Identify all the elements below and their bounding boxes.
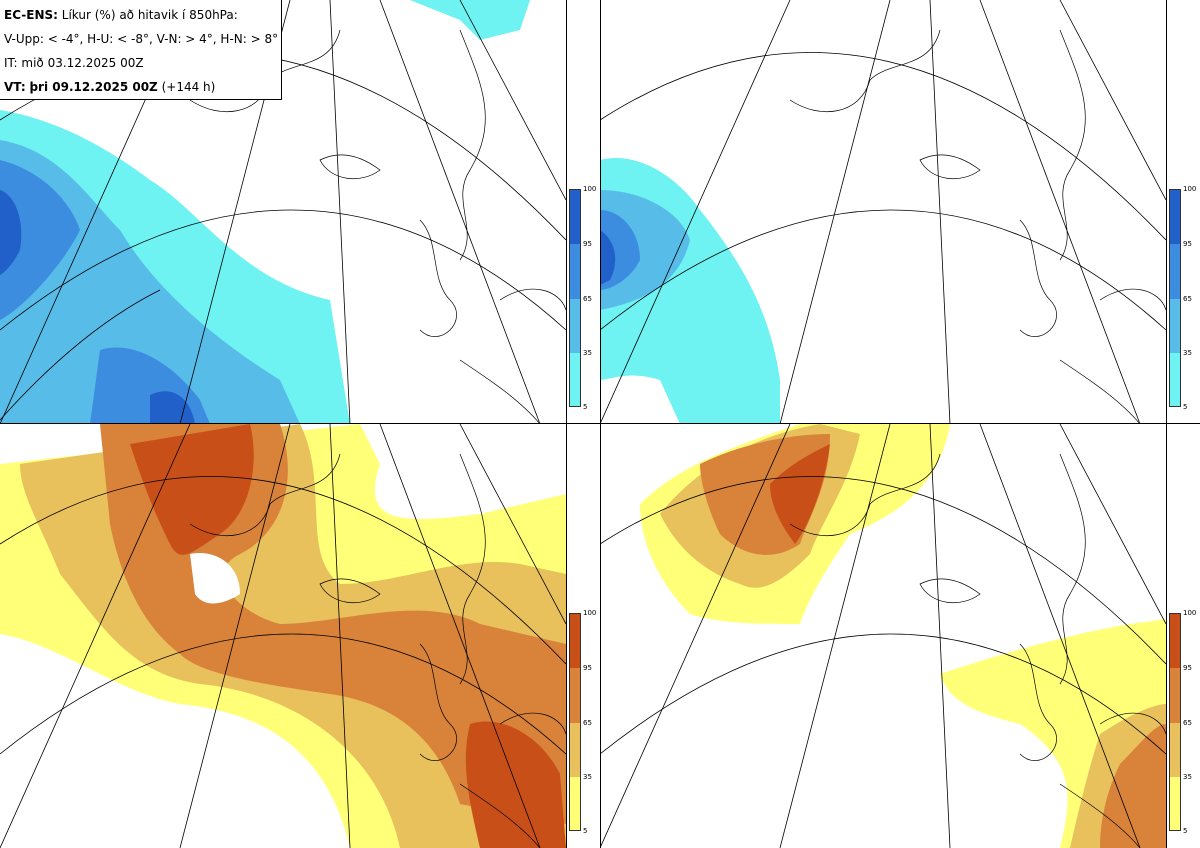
divider-left <box>566 0 567 848</box>
tick-5: 5 <box>583 827 588 835</box>
prob-region-65-europe <box>1100 724 1166 848</box>
tick-100: 100 <box>583 185 597 193</box>
map-panel-lower-left <box>0 424 566 848</box>
prob-region-95 <box>770 444 830 544</box>
graticule <box>600 424 1166 848</box>
initial-time: IT: mið 03.12.2025 00Z <box>4 56 144 70</box>
colorbar-cold-left <box>569 189 581 407</box>
map-upper-right <box>600 0 1166 424</box>
prob-region-95b <box>150 391 195 424</box>
tick-35: 35 <box>1183 773 1192 781</box>
tick-5: 5 <box>1183 827 1188 835</box>
product-label: EC-ENS: <box>4 8 58 22</box>
map-panel-upper-right <box>600 0 1166 424</box>
colorbar-frame <box>569 189 581 407</box>
colorbar-seg-5-35 <box>569 777 581 831</box>
tick-5: 5 <box>1183 403 1188 411</box>
tick-65: 65 <box>1183 295 1192 303</box>
valid-time-row: VT: þri 09.12.2025 00Z (+144 h) <box>4 75 277 99</box>
divider-right <box>600 0 601 848</box>
divider-far-right <box>1166 0 1167 848</box>
colorbar-warm-right <box>1169 613 1181 831</box>
map-lower-left <box>0 424 566 848</box>
tick-35: 35 <box>583 349 592 357</box>
colorbar-seg-95-100 <box>1169 613 1181 668</box>
prob-region-35 <box>0 140 300 424</box>
colorbar-cold-right <box>1169 189 1181 407</box>
tick-65: 65 <box>1183 719 1192 727</box>
coastlines <box>189 453 566 848</box>
tick-100: 100 <box>1183 609 1197 617</box>
colorbar-frame <box>1169 613 1181 831</box>
colorbar-seg-35-65 <box>1169 723 1181 777</box>
colorbar-frame <box>569 613 581 831</box>
prob-region-95 <box>130 424 254 555</box>
tick-95: 95 <box>1183 240 1192 248</box>
tick-95: 95 <box>1183 664 1192 672</box>
tick-65: 65 <box>583 719 592 727</box>
map-lower-right <box>600 424 1166 848</box>
valid-label: VT: <box>4 80 26 94</box>
greenland-gap <box>190 553 240 604</box>
valid-time: þri 09.12.2025 00Z <box>29 80 158 94</box>
tick-35: 35 <box>1183 349 1192 357</box>
tick-35: 35 <box>583 773 592 781</box>
colorbar-seg-95-100 <box>569 189 581 244</box>
colorbar-seg-35-65 <box>569 723 581 777</box>
colorbar-seg-5-35 <box>1169 353 1181 407</box>
lead-time: (+144 h) <box>161 80 216 94</box>
thresholds-text: V-Upp: < -4°, H-U: < -8°, V-N: > 4°, H-N… <box>4 32 279 46</box>
map-upper-left <box>0 0 566 424</box>
tick-95: 95 <box>583 240 592 248</box>
tick-95: 95 <box>583 664 592 672</box>
graticule <box>0 424 566 848</box>
tick-100: 100 <box>583 609 597 617</box>
colorbar-seg-65-95 <box>1169 668 1181 723</box>
prob-region-65 <box>0 160 80 320</box>
colorbar-seg-65-95 <box>569 244 581 299</box>
colorbar-seg-35-65 <box>569 299 581 353</box>
colorbar-frame <box>1169 189 1181 407</box>
divider-horizontal <box>0 423 1200 424</box>
colorbar-seg-35-65 <box>1169 299 1181 353</box>
coastlines <box>789 453 1166 848</box>
tick-65: 65 <box>583 295 592 303</box>
colorbar-seg-65-95 <box>1169 244 1181 299</box>
title-row: EC-ENS: Líkur (%) að hitavik í 850hPa: <box>4 3 277 27</box>
colorbar-seg-5-35 <box>1169 777 1181 831</box>
title-text: Líkur (%) að hitavik í 850hPa: <box>61 8 238 22</box>
colorbar-seg-65-95 <box>569 668 581 723</box>
coastlines <box>789 29 1166 424</box>
colorbar-seg-95-100 <box>1169 189 1181 244</box>
tick-100: 100 <box>1183 185 1197 193</box>
prob-region-5-north <box>410 0 530 40</box>
colorbar-seg-95-100 <box>569 613 581 668</box>
info-box: EC-ENS: Líkur (%) að hitavik í 850hPa: V… <box>0 0 282 100</box>
tick-5: 5 <box>583 403 588 411</box>
colorbar-warm-left <box>569 613 581 831</box>
graticule <box>600 0 1166 424</box>
prob-region-95 <box>0 190 22 275</box>
map-panel-upper-left <box>0 0 566 424</box>
prob-region-95 <box>600 230 616 285</box>
map-panel-lower-right <box>600 424 1166 848</box>
colorbar-seg-5-35 <box>569 353 581 407</box>
